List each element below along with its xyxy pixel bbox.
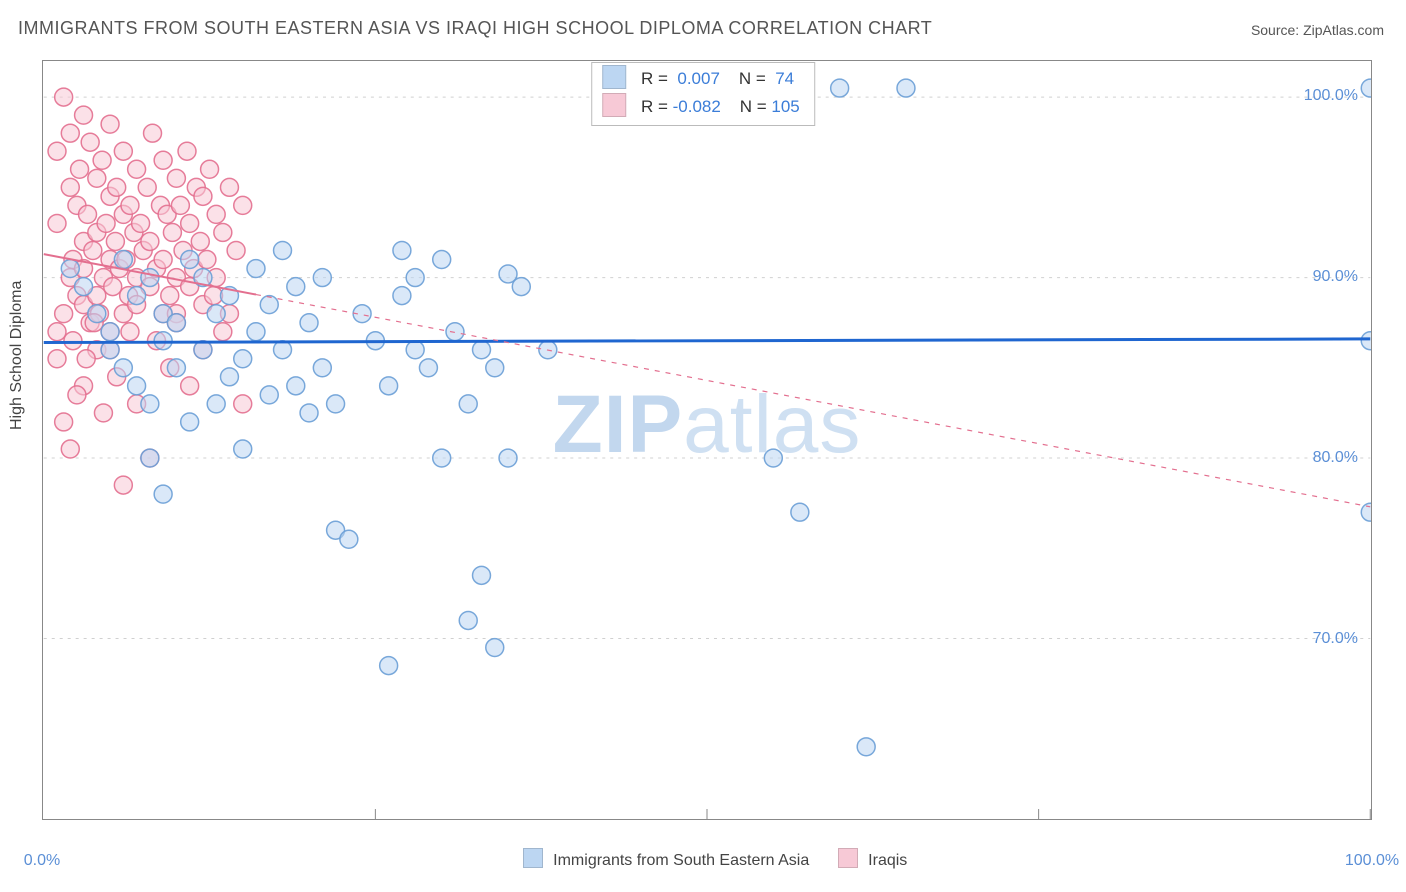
legend-swatch-pink bbox=[602, 93, 626, 117]
legend-label-se-asia: Immigrants from South Eastern Asia bbox=[553, 852, 809, 869]
plot-area: ZIPatlas bbox=[42, 60, 1372, 820]
y-tick-label: 90.0% bbox=[1313, 268, 1358, 286]
chart-root: IMMIGRANTS FROM SOUTH EASTERN ASIA VS IR… bbox=[0, 0, 1406, 892]
legend-row-blue: R = 0.007 N = 74 bbox=[602, 65, 800, 93]
legend-swatch-blue bbox=[602, 65, 626, 89]
y-axis-label: High School Diploma bbox=[8, 281, 26, 430]
chart-title: IMMIGRANTS FROM SOUTH EASTERN ASIA VS IR… bbox=[18, 18, 932, 39]
series-legend: Immigrants from South Eastern Asia Iraqi… bbox=[0, 848, 1406, 870]
y-tick-label: 80.0% bbox=[1313, 449, 1358, 467]
legend-swatch-se-asia bbox=[523, 848, 543, 868]
correlation-legend: R = 0.007 N = 74 R = -0.082 N = 105 bbox=[591, 62, 815, 126]
scatter-svg bbox=[43, 61, 1371, 819]
legend-label-iraqis: Iraqis bbox=[868, 852, 907, 869]
y-tick-label: 70.0% bbox=[1313, 630, 1358, 648]
source-label: Source: ZipAtlas.com bbox=[1251, 22, 1384, 38]
y-tick-label: 100.0% bbox=[1304, 87, 1358, 105]
legend-swatch-iraqis bbox=[838, 848, 858, 868]
legend-row-pink: R = -0.082 N = 105 bbox=[602, 93, 800, 121]
